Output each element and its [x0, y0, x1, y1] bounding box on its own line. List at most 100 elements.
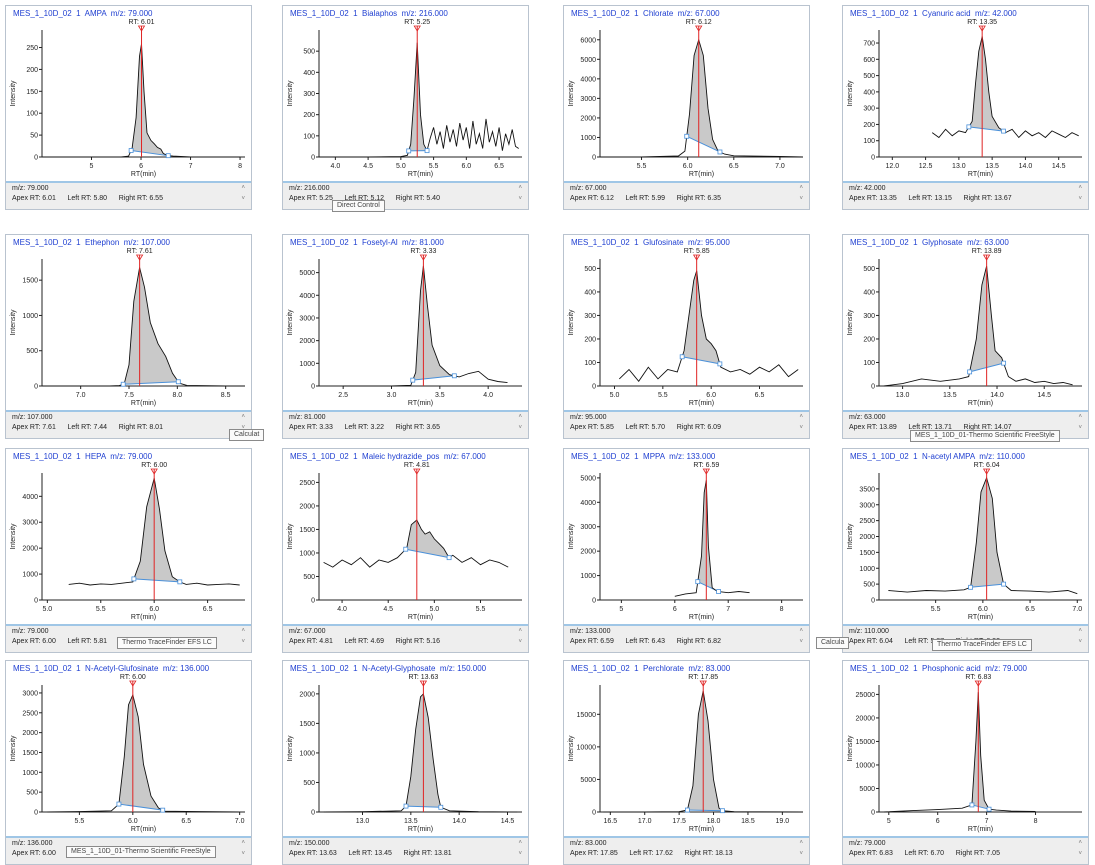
y-axis-label: Intensity — [847, 735, 854, 762]
right-rt-marker — [718, 150, 722, 154]
y-tick-label: 200 — [584, 336, 596, 343]
left-rt-marker — [967, 125, 971, 129]
scroll-up-icon[interactable]: ˄ — [241, 414, 245, 420]
y-tick-label: 300 — [863, 106, 875, 113]
x-tick-label: 5.5 — [75, 818, 85, 825]
scroll-down-icon[interactable]: ˅ — [518, 639, 522, 645]
apex-label: RT: 6.12 — [686, 19, 712, 26]
mz-value: m/z: 67.000 — [289, 628, 326, 635]
scroll-up-icon[interactable]: ˄ — [241, 628, 245, 634]
scroll-down-icon[interactable]: ˅ — [1078, 196, 1082, 202]
chromatogram-panel[interactable]: MES_1_10D_02 1 N-Acetyl-Glufosinate m/z:… — [5, 660, 252, 865]
scroll-up-icon[interactable]: ˄ — [799, 414, 803, 420]
scroll-up-icon[interactable]: ˄ — [799, 628, 803, 634]
apex-label: RT: 6.00 — [141, 462, 167, 469]
y-tick-label: 100 — [863, 138, 875, 145]
y-tick-label: 2000 — [299, 503, 315, 510]
apex-label: RT: 7.61 — [127, 248, 153, 255]
x-tick-label: 13.0 — [952, 163, 966, 170]
mz-value: m/z: 150.000 — [289, 840, 329, 847]
mz-value: m/z: 63.000 — [849, 414, 886, 421]
chromatogram-panel[interactable]: MES_1_10D_02 1 N-acetyl AMPA m/z: 110.00… — [842, 448, 1089, 653]
scroll-down-icon[interactable]: ˅ — [1078, 639, 1082, 645]
chromatogram-panel[interactable]: MES_1_10D_02 1 Maleic hydrazide_pos m/z:… — [282, 448, 529, 653]
scroll-down-icon[interactable]: ˅ — [518, 425, 522, 431]
scroll-down-icon[interactable]: ˅ — [799, 196, 803, 202]
x-tick-label: 12.5 — [919, 163, 933, 170]
x-tick-label: 7 — [985, 818, 989, 825]
y-tick-label: 1500 — [299, 721, 315, 728]
chromatogram-trace — [619, 271, 798, 382]
scroll-up-icon[interactable]: ˄ — [241, 185, 245, 191]
left-rt-marker — [696, 580, 700, 584]
hover-tooltip: Thermo TraceFinder EFS LC — [117, 637, 217, 649]
scroll-up-icon[interactable]: ˄ — [799, 840, 803, 846]
y-tick-label: 0 — [311, 598, 315, 605]
x-tick-label: 14.5 — [1037, 392, 1051, 399]
chromatogram-panel[interactable]: MES_1_10D_02 1 Cyanuric acid m/z: 42.000… — [842, 5, 1089, 210]
x-tick-label: 7.0 — [235, 818, 245, 825]
y-tick-label: 500 — [303, 49, 315, 56]
scroll-down-icon[interactable]: ˅ — [1078, 425, 1082, 431]
x-axis-label: RT(min) — [968, 826, 993, 833]
hover-tooltip: Calcula — [816, 637, 849, 649]
scroll-up-icon[interactable]: ˄ — [799, 185, 803, 191]
chromatogram-panel[interactable]: MES_1_10D_02 1 N-Acetyl-Glyphosate m/z: … — [282, 660, 529, 865]
chromatogram-panel[interactable]: MES_1_10D_02 1 Phosphonic acid m/z: 79.0… — [842, 660, 1089, 865]
scroll-up-icon[interactable]: ˄ — [518, 628, 522, 634]
y-tick-label: 200 — [26, 67, 38, 74]
right-rt-marker — [1002, 582, 1006, 586]
y-tick-label: 200 — [863, 122, 875, 129]
scroll-up-icon[interactable]: ˄ — [518, 185, 522, 191]
scroll-up-icon[interactable]: ˄ — [1078, 414, 1082, 420]
scroll-up-icon[interactable]: ˄ — [241, 840, 245, 846]
scroll-up-icon[interactable]: ˄ — [1078, 628, 1082, 634]
x-axis-label: RT(min) — [408, 826, 433, 833]
scroll-down-icon[interactable]: ˅ — [799, 639, 803, 645]
apex-label: RT: 6.04 — [974, 462, 1000, 469]
mz-value: m/z: 133.000 — [570, 628, 610, 635]
y-tick-label: 1000 — [580, 573, 596, 580]
y-tick-label: 10000 — [856, 762, 876, 769]
mz-value: m/z: 95.000 — [570, 414, 607, 421]
y-tick-label: 0 — [871, 810, 875, 817]
y-tick-label: 100 — [863, 360, 875, 367]
scroll-up-icon[interactable]: ˄ — [518, 414, 522, 420]
scroll-down-icon[interactable]: ˅ — [241, 196, 245, 202]
scroll-down-icon[interactable]: ˅ — [799, 425, 803, 431]
y-tick-label: 20000 — [856, 715, 876, 722]
x-axis-label: RT(min) — [689, 400, 714, 407]
peak-area — [969, 37, 1004, 132]
scroll-down-icon[interactable]: ˅ — [518, 196, 522, 202]
y-tick-label: 250 — [26, 45, 38, 52]
mz-value: m/z: 79.000 — [849, 840, 886, 847]
y-tick-label: 200 — [863, 336, 875, 343]
scroll-up-icon[interactable]: ˄ — [1078, 840, 1082, 846]
scroll-up-icon[interactable]: ˄ — [518, 840, 522, 846]
scroll-down-icon[interactable]: ˅ — [241, 639, 245, 645]
left-rt-marker — [685, 134, 689, 138]
scroll-up-icon[interactable]: ˄ — [1078, 185, 1082, 191]
y-tick-label: 2500 — [22, 710, 38, 717]
y-tick-label: 0 — [311, 384, 315, 391]
x-tick-label: 12.0 — [885, 163, 899, 170]
y-axis-label: Intensity — [10, 80, 17, 107]
y-tick-label: 400 — [863, 89, 875, 96]
